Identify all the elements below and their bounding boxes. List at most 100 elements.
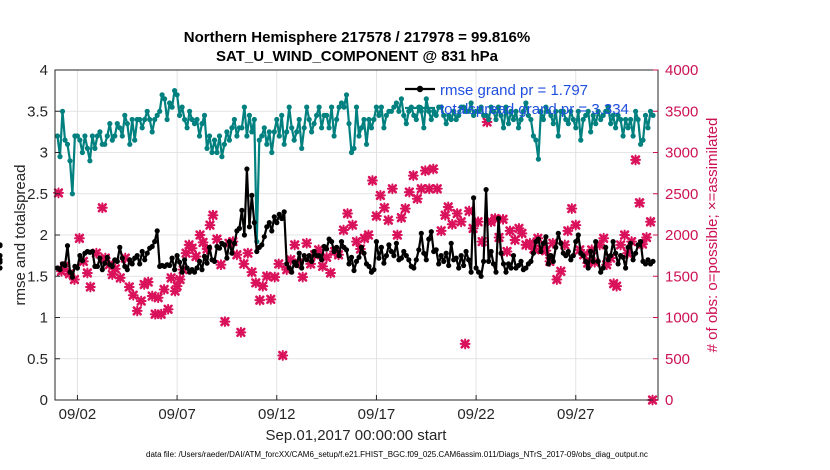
rmse-point (338, 239, 345, 245)
rmse-point (598, 269, 604, 275)
totalspread-point (149, 129, 155, 135)
totalspread-point (67, 158, 73, 164)
totalspread-point (471, 112, 477, 118)
rmse-point (416, 247, 422, 253)
totalspread-point (555, 133, 561, 139)
totalspread-point (413, 116, 419, 123)
obs-assimilated-point (378, 202, 390, 214)
data-file-footnote: data file: /Users/raeder/DAI/ATM_forcXX/… (146, 450, 648, 459)
rmse-point (319, 257, 325, 263)
rmse-point (580, 253, 586, 259)
rmse-point (206, 244, 213, 250)
obs-assimilated-point (142, 276, 154, 288)
rmse-point (558, 240, 564, 246)
totalspread-point (199, 121, 205, 127)
rmse-point (309, 258, 315, 264)
y-tick-label-left: 1.5 (27, 268, 48, 285)
totalspread-point (610, 112, 616, 118)
rmse-point (0, 253, 3, 259)
y-axis-left-ticks: 0 0.5 1 1.5 2 2.5 3 3.5 4 (27, 62, 60, 409)
totalspread-point (478, 104, 484, 110)
totalspread-point (221, 141, 227, 147)
rmse-point (134, 253, 140, 259)
totalspread-point (456, 112, 462, 118)
rmse-point (610, 239, 616, 245)
rmse-point (137, 261, 143, 267)
totalspread-point (510, 116, 517, 123)
totalspread-point (211, 137, 218, 143)
obs-assimilated-point (415, 183, 427, 195)
rmse-point (393, 240, 399, 246)
totalspread-point (117, 125, 123, 131)
obs-assimilated-point (246, 266, 258, 278)
totalspread-point (505, 121, 512, 127)
obs-assimilated-point (273, 258, 285, 270)
totalspread-point (353, 104, 360, 110)
obs-assimilated-point (152, 292, 164, 304)
totalspread-point (64, 141, 71, 147)
totalspread-point (363, 141, 370, 147)
rmse-point (331, 248, 337, 255)
rmse-point (441, 258, 447, 264)
rmse-point (361, 250, 367, 256)
rmse-point (346, 261, 352, 267)
obs-assimilated-point (375, 189, 386, 201)
rmse-point (481, 258, 487, 264)
obs-assimilated-point (135, 295, 147, 307)
totalspread-point (319, 125, 325, 131)
rmse-point (600, 265, 606, 271)
totalspread-point (391, 104, 397, 110)
rmse-point (226, 239, 232, 245)
rmse-point (301, 253, 307, 259)
rmse-point (259, 242, 265, 248)
totalspread-point (428, 116, 434, 123)
totalspread-point (286, 104, 292, 110)
totalspread-point (284, 129, 290, 135)
rmse-point (633, 250, 639, 256)
totalspread-point (79, 149, 85, 156)
rmse-point (388, 248, 394, 255)
obs-assimilated-point (451, 208, 463, 219)
totalspread-point (393, 100, 399, 106)
obs-assimilated-point (431, 183, 443, 195)
totalspread-point (87, 158, 93, 164)
totalspread-point (209, 149, 215, 156)
rmse-point (167, 262, 173, 269)
totalspread-point (314, 112, 320, 118)
totalspread-point (109, 137, 115, 143)
totalspread-point (152, 116, 158, 123)
rmse-point (478, 273, 484, 279)
rmse-point (289, 269, 295, 275)
y-tick-label-right: 500 (665, 351, 690, 368)
totalspread-point (565, 121, 571, 127)
rmse-point (603, 244, 609, 250)
totalspread-point (498, 112, 504, 118)
totalspread-point (461, 104, 467, 110)
totalspread-point (433, 112, 439, 118)
obs-assimilated-point (382, 214, 394, 226)
totalspread-point (157, 108, 163, 114)
rmse-point (67, 269, 73, 275)
rmse-point (620, 254, 626, 260)
rmse-point (428, 229, 434, 235)
series-rmse (0, 166, 656, 280)
rmse-point (476, 269, 482, 275)
rmse-point (251, 220, 257, 226)
totalspread-point (647, 108, 654, 114)
rmse-point (89, 248, 95, 255)
obs-assimilated-point (207, 209, 219, 221)
totalspread-point (585, 108, 591, 114)
totalspread-point (588, 129, 594, 135)
totalspread-point (169, 104, 175, 110)
rmse-point (129, 261, 135, 267)
y-axis-right-label: # of obs: o=possible; ×=assimilated (704, 118, 721, 353)
rmse-point (575, 232, 581, 238)
rmse-point (284, 261, 290, 267)
rmse-point (453, 255, 459, 261)
obs-assimilated-point (242, 247, 254, 259)
totalspread-point (159, 92, 165, 98)
totalspread-point (568, 108, 574, 114)
rmse-point (97, 255, 103, 261)
rmse-point (638, 239, 644, 245)
